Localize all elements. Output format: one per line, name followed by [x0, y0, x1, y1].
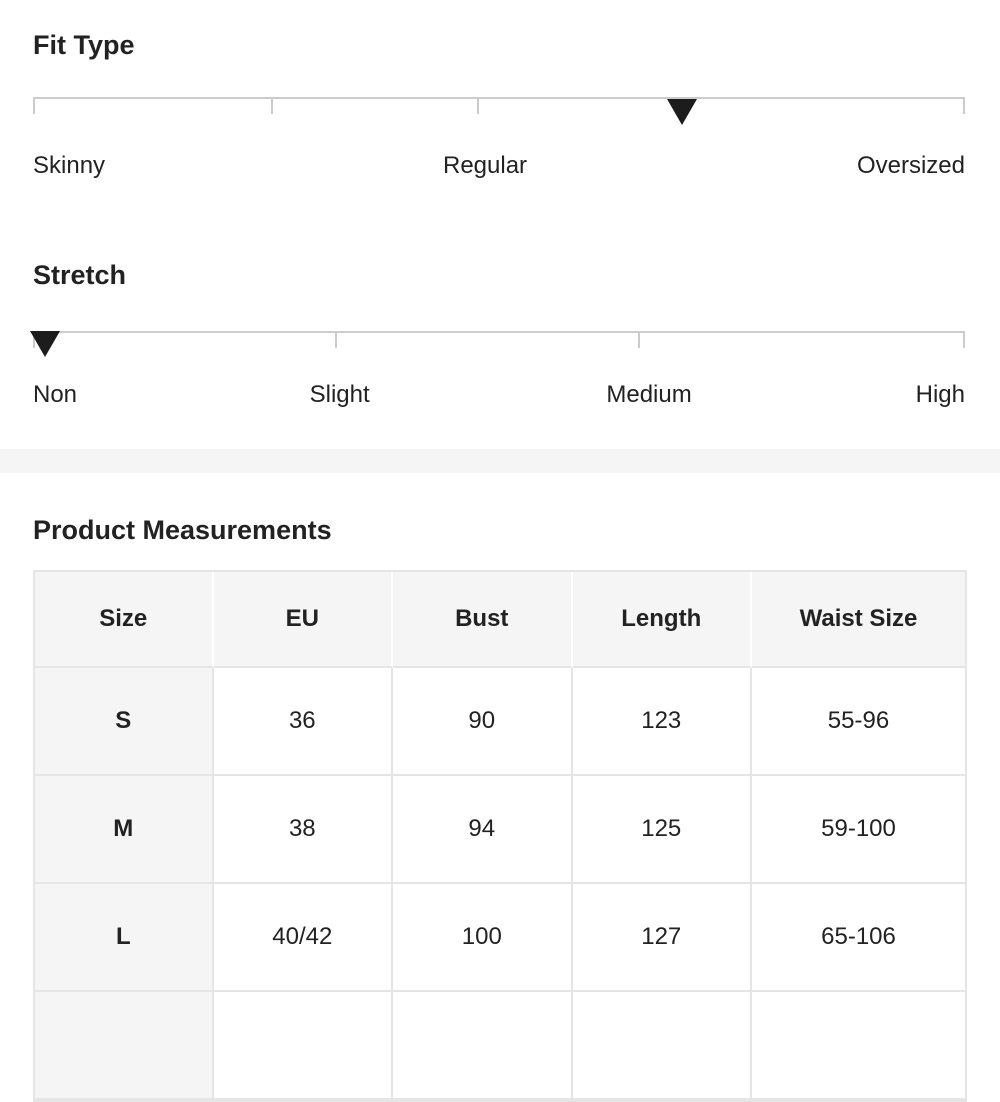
column-header-eu: EU: [213, 572, 394, 668]
product-measurements-title: Product Measurements: [33, 515, 332, 545]
cell-bust: 100: [393, 884, 573, 992]
cell-waist: 59-100: [752, 776, 965, 884]
table-row-partial: [35, 992, 965, 1100]
fit-type-scale-track: [33, 97, 965, 125]
cell-waist: 55-96: [752, 668, 965, 776]
fit-type-label-oversized: Oversized: [856, 152, 965, 179]
fit-type-tick: [963, 97, 965, 114]
cell-length: 127: [572, 884, 752, 992]
column-header-waist-size: Waist Size: [752, 572, 965, 668]
table-row: S 36 90 123 55-96: [35, 668, 965, 776]
fit-type-tick: [476, 97, 479, 114]
table-row: M 38 94 125 59-100: [35, 776, 965, 884]
fit-type-title: Fit Type: [33, 30, 135, 60]
cell-length: [572, 992, 752, 1100]
stretch-tick: [963, 331, 965, 348]
cell-bust: 90: [393, 668, 573, 776]
section-divider: [0, 449, 1000, 473]
stretch-scale-track: [30, 331, 965, 357]
column-header-bust: Bust: [393, 572, 573, 668]
measurements-table: Size EU Bust Length Waist Size S 36 90 1…: [33, 570, 967, 1102]
stretch-label-medium: Medium: [606, 381, 692, 408]
stretch-tick: [334, 331, 337, 348]
column-header-length: Length: [572, 572, 752, 668]
cell-waist: 65-106: [752, 884, 965, 992]
stretch-label-slight: Slight: [309, 381, 370, 408]
table-row: L 40/42 100 127 65-106: [35, 884, 965, 992]
fit-type-marker-triangle-icon: [666, 99, 697, 125]
cell-eu: 40/42: [213, 884, 394, 992]
stretch-tick: [637, 331, 640, 348]
fit-type-tick: [33, 97, 35, 114]
table-header-row: Size EU Bust Length Waist Size: [35, 572, 965, 668]
cell-waist: [752, 992, 965, 1100]
cell-length: 123: [572, 668, 752, 776]
stretch-marker-triangle-icon: [30, 331, 61, 357]
column-header-size: Size: [35, 572, 214, 668]
cell-length: 125: [572, 776, 752, 884]
cell-bust: 94: [393, 776, 573, 884]
cell-eu: 38: [213, 776, 394, 884]
cell-eu: 36: [213, 668, 394, 776]
cell-size: M: [35, 776, 214, 884]
fit-type-label-regular: Regular: [442, 152, 528, 179]
stretch-label-high: High: [915, 381, 965, 408]
cell-size: [35, 992, 214, 1100]
stretch-labels: Non Slight Medium High: [33, 380, 965, 410]
fit-type-labels: Skinny Regular Oversized: [33, 151, 965, 181]
stretch-label-non: Non: [33, 381, 78, 408]
fit-type-label-skinny: Skinny: [33, 152, 106, 179]
cell-size: S: [35, 668, 214, 776]
stretch-title: Stretch: [33, 260, 127, 290]
cell-bust: [393, 992, 573, 1100]
cell-size: L: [35, 884, 214, 992]
fit-type-tick: [270, 97, 273, 114]
cell-eu: [213, 992, 394, 1100]
